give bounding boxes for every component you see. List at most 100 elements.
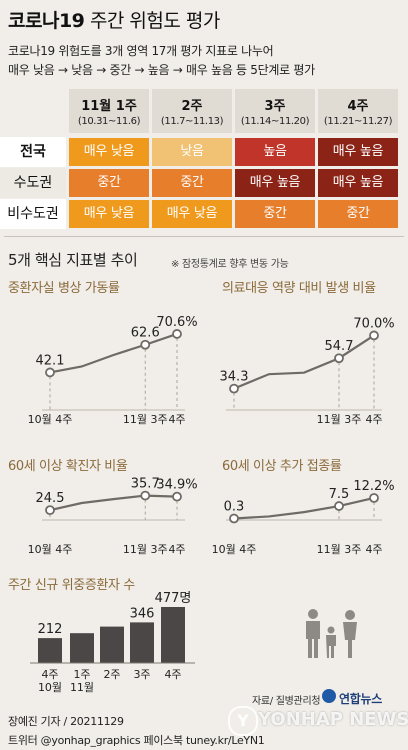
risk-cell: 매우 높음	[318, 138, 398, 166]
source-note: 자료/ 질병관리청	[252, 696, 321, 707]
risk-cell: 중간	[69, 169, 149, 197]
bar-value-label: 346	[130, 606, 155, 621]
risk-cell: 매우 높음	[235, 169, 315, 197]
risk-cell: 매우 낮음	[69, 200, 149, 228]
chart-title-booster: 60세 이상 추가 접종률	[222, 459, 342, 474]
x-tick-label: 4주	[168, 413, 185, 426]
data-label: 70.0%	[353, 316, 394, 331]
column-week: 3주	[264, 99, 286, 114]
data-label: 62.6	[131, 326, 160, 341]
series-line	[233, 496, 375, 520]
family-silhouette-illustration	[306, 609, 357, 658]
data-point	[369, 330, 379, 341]
data-label: 54.7	[325, 339, 354, 354]
column-week: 11월 1주	[81, 99, 137, 114]
watermark-text: YONHAP NEWS	[258, 709, 408, 730]
reporter-byline: 장예진 기자 / 20211129	[8, 715, 124, 728]
page-title: 코로나19 주간 위험도 평가	[8, 10, 220, 32]
risk-cell: 중간	[235, 200, 315, 228]
line-chart-capacity-ratio: 34.3 54.7 11월 3주 70.0% 4주	[220, 316, 395, 426]
x-tick-label: 10월 4주	[212, 543, 257, 556]
x-tick-label: 2주	[103, 668, 120, 681]
bar	[130, 622, 154, 663]
bar-value-label: 477명	[155, 591, 192, 606]
column-range: (11.14~11.20)	[240, 116, 310, 127]
chart-title-severe: 주간 신규 위중증환자 수	[8, 578, 135, 593]
column-header: 3주 (11.14~11.20)	[235, 89, 315, 133]
row-label: 비수도권	[0, 199, 66, 229]
risk-cell: 중간	[152, 169, 232, 197]
bar	[100, 626, 124, 663]
data-point	[229, 513, 239, 524]
x-tick-label: 11월 3주	[317, 413, 362, 426]
data-label: 34.9%	[156, 478, 197, 493]
risk-cell: 높음	[235, 138, 315, 166]
x-tick-label: 3주	[133, 668, 150, 681]
column-range: (11.7~11.13)	[160, 116, 224, 127]
bar-value-label: 212	[38, 622, 63, 637]
data-point	[45, 367, 55, 378]
divider	[4, 236, 404, 237]
x-tick-sublabel: 11월	[70, 681, 94, 694]
data-point	[172, 491, 182, 502]
column-header: 11월 1주 (10.31~11.6)	[69, 89, 149, 133]
x-tick-label: 4주	[365, 543, 382, 556]
chart-title-elderly-cases: 60세 이상 확진자 비율	[8, 459, 128, 474]
data-point	[172, 329, 182, 339]
x-tick-label: 11월 3주	[123, 413, 168, 426]
bar	[70, 633, 94, 663]
bar	[161, 607, 185, 663]
x-tick-label: 10월 4주	[28, 413, 73, 426]
data-label: 35.7	[131, 477, 160, 492]
line-chart-booster-rate: 0.3 10월 4주 7.5 11월 3주 12.2% 4주	[212, 479, 395, 556]
data-point	[369, 493, 379, 503]
column-header: 2주 (11.7~11.13)	[152, 89, 232, 133]
column-header: 4주 (11.21~11.27)	[318, 89, 398, 133]
data-label: 24.5	[36, 491, 65, 506]
series-line	[233, 334, 375, 390]
bar	[38, 638, 62, 663]
row-label: 전국	[0, 137, 66, 167]
risk-cell: 낮음	[152, 138, 232, 166]
x-tick-sublabel: 10월	[38, 681, 62, 694]
column-week: 2주	[181, 99, 203, 114]
data-label: 12.2%	[353, 479, 394, 494]
x-tick-label: 11월 3주	[123, 543, 168, 556]
data-point	[334, 501, 344, 511]
section-note: ※ 잠정통계로 향후 변동 가능	[171, 259, 289, 270]
x-tick-label: 10월 4주	[28, 543, 73, 556]
data-point	[140, 339, 151, 350]
yonhap-logo-text: 연합뉴스	[339, 692, 382, 706]
data-point	[140, 490, 151, 501]
x-tick-label: 4주	[168, 543, 185, 556]
x-tick-label: 4주	[365, 413, 382, 426]
data-label: 0.3	[224, 499, 245, 514]
series-line	[49, 332, 178, 374]
risk-cell: 매우 낮음	[69, 138, 149, 166]
yonhap-logo-icon	[322, 689, 336, 703]
column-range: (11.21~11.27)	[323, 116, 393, 127]
chart-title-capacity: 의료대응 역량 대비 발생 비율	[222, 281, 376, 296]
column-range: (10.31~11.6)	[77, 116, 141, 127]
line-chart-elderly-case-ratio: 24.5 10월 4주 35.7 11월 3주 34.9% 4주	[28, 477, 198, 556]
line-chart-icu-occupancy: 42.1 10월 4주 62.6 11월 3주 70.6% 4주	[28, 315, 198, 426]
x-tick-label: 4주	[41, 668, 58, 681]
data-label: 7.5	[329, 487, 350, 502]
section-title: 5개 핵심 지표별 추이	[8, 251, 138, 269]
column-week: 4주	[347, 99, 369, 114]
series-line	[49, 494, 178, 512]
risk-cell: 매우 낮음	[152, 200, 232, 228]
x-tick-label: 4주	[164, 668, 181, 681]
watermark-logo-icon: Y	[228, 706, 258, 736]
subtitle-line-2: 매우 낮음 → 낮음 → 중간 → 높음 → 매우 높음 등 5단계로 평가	[8, 63, 315, 77]
subtitle-line-1: 코로나19 위험도를 3개 영역 17개 평가 지표로 나누어	[8, 44, 274, 58]
chart-title-icu: 중환자실 병상 가동률	[8, 281, 120, 296]
data-point	[45, 505, 55, 516]
risk-cell: 매우 높음	[318, 169, 398, 197]
data-label: 70.6%	[156, 315, 197, 330]
data-label: 42.1	[36, 353, 65, 368]
data-point	[334, 353, 344, 364]
row-label: 수도권	[0, 168, 66, 198]
data-point	[229, 383, 239, 394]
